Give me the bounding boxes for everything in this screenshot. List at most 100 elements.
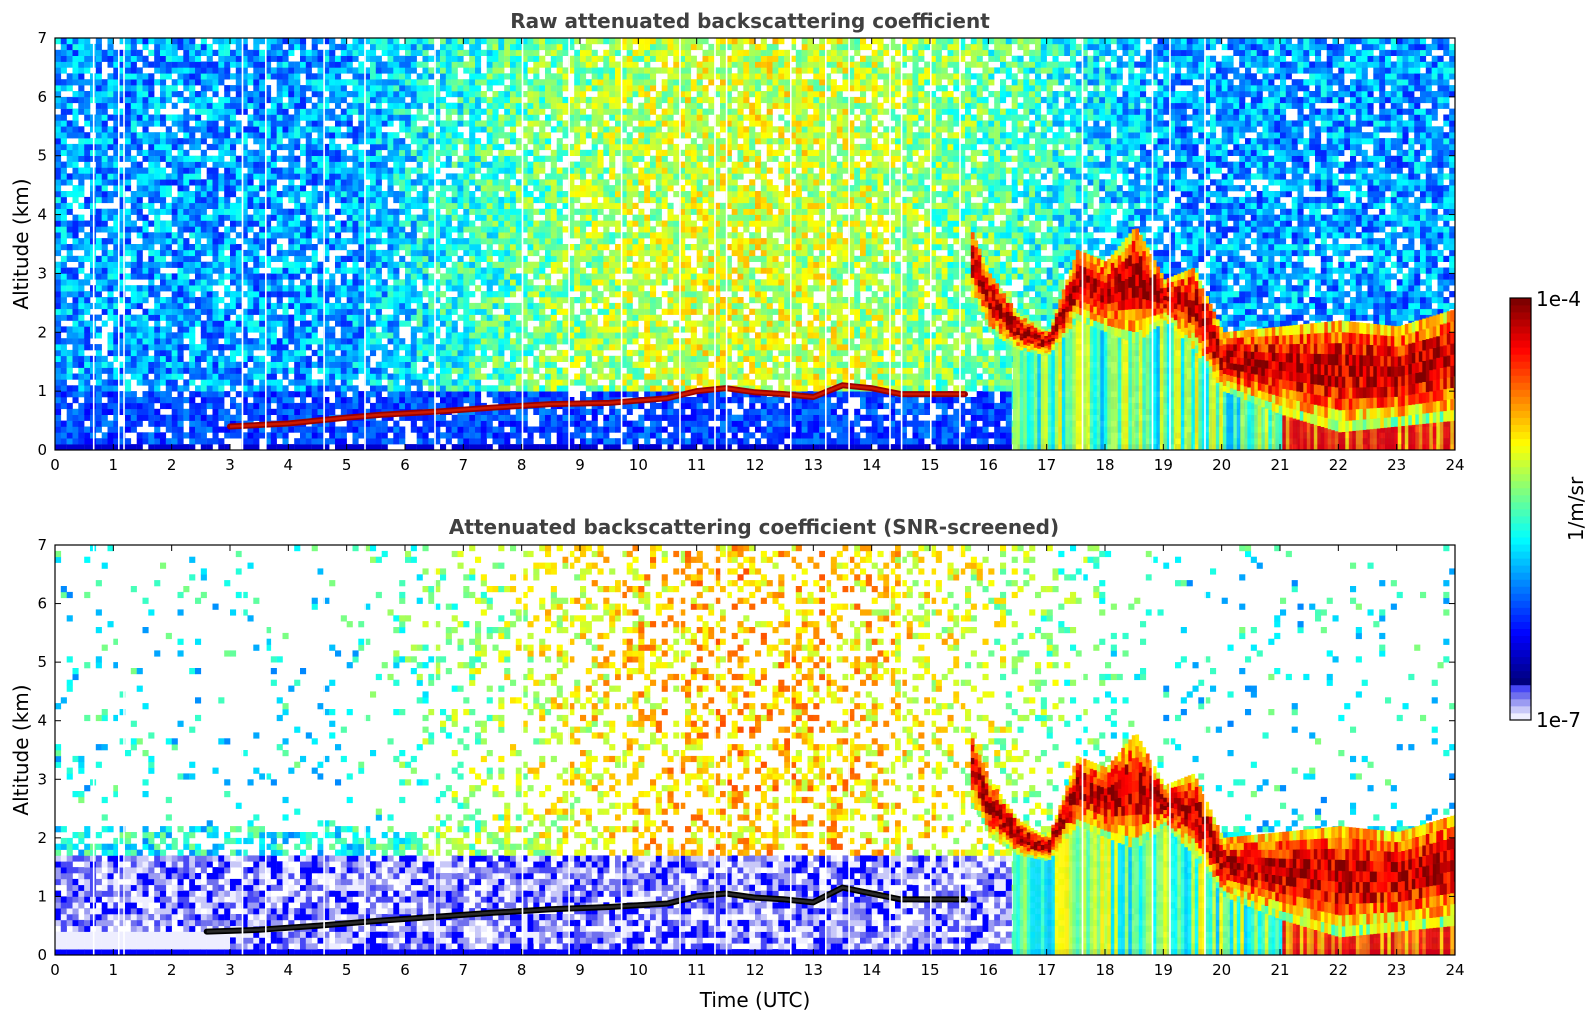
colorbar-step: [1510, 649, 1531, 658]
missing-profile-gap: [714, 545, 716, 955]
colorbar: 1e-4 1e-7 1/m/sr: [1509, 287, 1588, 732]
x-tick-label: 9: [575, 961, 585, 979]
x-tick-label: 7: [459, 961, 469, 979]
colorbar-step: [1510, 509, 1531, 517]
x-tick-label: 0: [50, 456, 60, 474]
x-tick-label: 1: [109, 961, 119, 979]
missing-profile-gap: [930, 545, 932, 955]
colorbar-step: [1510, 698, 1531, 707]
missing-profile-gap: [620, 38, 623, 450]
missing-profile-gap: [1151, 38, 1154, 450]
colorbar-step: [1510, 628, 1531, 636]
colorbar-step: [1510, 396, 1531, 404]
x-tick-label: 18: [1095, 961, 1114, 979]
y-tick-label: 2: [37, 323, 47, 341]
x-tick-label: 19: [1154, 456, 1173, 474]
x-tick-label: 17: [1037, 961, 1056, 979]
y-tick-label: 1: [37, 382, 47, 400]
x-tick-label: 24: [1445, 456, 1464, 474]
x-tick-label: 2: [167, 961, 177, 979]
panel-screened: Attenuated backscattering coefficient (S…: [9, 515, 1465, 1012]
colorbar-step: [1510, 684, 1531, 693]
x-tick-label: 14: [862, 961, 881, 979]
colorbar-step: [1510, 445, 1531, 454]
missing-profile-gap: [323, 38, 325, 450]
missing-profile-gap: [1151, 545, 1154, 955]
colorbar-step: [1510, 551, 1531, 559]
missing-profile-gap: [364, 545, 366, 955]
x-tick-label: 23: [1387, 456, 1406, 474]
colorbar-strip: [1510, 298, 1531, 721]
colorbar-step: [1510, 670, 1531, 679]
x-tick-label: 6: [400, 961, 410, 979]
x-tick-label: 14: [862, 456, 881, 474]
missing-profile-gap: [889, 38, 891, 450]
x-tick-label: 4: [284, 456, 294, 474]
missing-profile-gap: [265, 38, 267, 450]
x-tick-label: 7: [459, 456, 469, 474]
y-tick-label: 0: [37, 441, 47, 459]
x-axis: 0 1 2 3 4 5 6 7 8 9 10 11 12 13 14 15 16 17 18 19 20 21 22 23 24: [50, 545, 1465, 979]
colorbar-step: [1510, 480, 1531, 489]
colorbar-step: [1510, 621, 1531, 629]
y-tick-label: 1: [37, 887, 47, 905]
missing-profile-gap: [521, 545, 524, 955]
panel-raw: Raw attenuated backscattering coefficien…: [9, 9, 1465, 474]
missing-profile-gap: [900, 38, 903, 450]
missing-profile-gap: [679, 545, 681, 955]
missing-profile-gap: [364, 38, 366, 450]
x-tick-label: 24: [1445, 961, 1464, 979]
cloud-band: [970, 228, 1455, 450]
x-tick-label: 13: [804, 961, 823, 979]
colorbar-step: [1510, 438, 1531, 447]
colorbar-step: [1510, 586, 1531, 594]
x-axis: 0 1 2 3 4 5 6 7 8 9 10 11 12 13 14 15 16 17 18 19 20 21 22 23 24: [50, 38, 1465, 474]
colorbar-step: [1510, 663, 1531, 672]
colorbar-step: [1510, 459, 1531, 468]
y-tick-label: 4: [37, 712, 47, 730]
x-tick-label: 19: [1154, 961, 1173, 979]
missing-profile-gap: [930, 38, 932, 450]
colorbar-step: [1510, 523, 1531, 531]
missing-profile-gap: [889, 545, 891, 955]
colorbar-unit-label: 1/m/sr: [1564, 476, 1588, 541]
x-tick-label: 2: [167, 456, 177, 474]
missing-profile-gap: [1081, 38, 1084, 450]
colorbar-step: [1510, 403, 1531, 411]
panel-title: Attenuated backscattering coefficient (S…: [449, 515, 1059, 539]
aerosol-layer: [227, 382, 968, 430]
colorbar-step: [1510, 501, 1531, 510]
missing-profile-gap: [118, 545, 120, 955]
x-tick-label: 12: [745, 456, 764, 474]
x-tick-label: 12: [745, 961, 764, 979]
colorbar-step: [1510, 361, 1531, 369]
x-tick-label: 20: [1212, 961, 1231, 979]
colorbar-step: [1510, 537, 1531, 545]
heatmap-image: [55, 545, 1455, 955]
colorbar-step: [1510, 677, 1531, 686]
x-tick-label: 18: [1095, 456, 1114, 474]
colorbar-step: [1510, 410, 1531, 418]
colorbar-step: [1510, 382, 1531, 390]
x-tick-label: 1: [109, 456, 119, 474]
x-tick-label: 0: [50, 961, 60, 979]
colorbar-step: [1510, 466, 1531, 475]
x-tick-label: 11: [687, 456, 706, 474]
missing-profile-gap: [725, 545, 728, 955]
missing-profile-gap: [900, 545, 903, 955]
missing-profile-gap: [265, 545, 267, 955]
x-tick-label: 13: [804, 456, 823, 474]
missing-profile-gap: [568, 38, 570, 450]
missing-profile-gap: [241, 38, 244, 450]
y-axis-label: Altitude (km): [9, 178, 33, 309]
missing-profile-gap: [1204, 38, 1206, 450]
x-tick-label: 5: [342, 456, 352, 474]
x-tick-label: 4: [284, 961, 294, 979]
missing-profile-gap: [118, 38, 120, 450]
x-tick-label: 8: [517, 456, 527, 474]
missing-profile-gap: [123, 545, 125, 955]
x-tick-label: 15: [920, 961, 939, 979]
missing-profile-gap: [1169, 545, 1171, 955]
y-tick-label: 6: [37, 595, 47, 613]
